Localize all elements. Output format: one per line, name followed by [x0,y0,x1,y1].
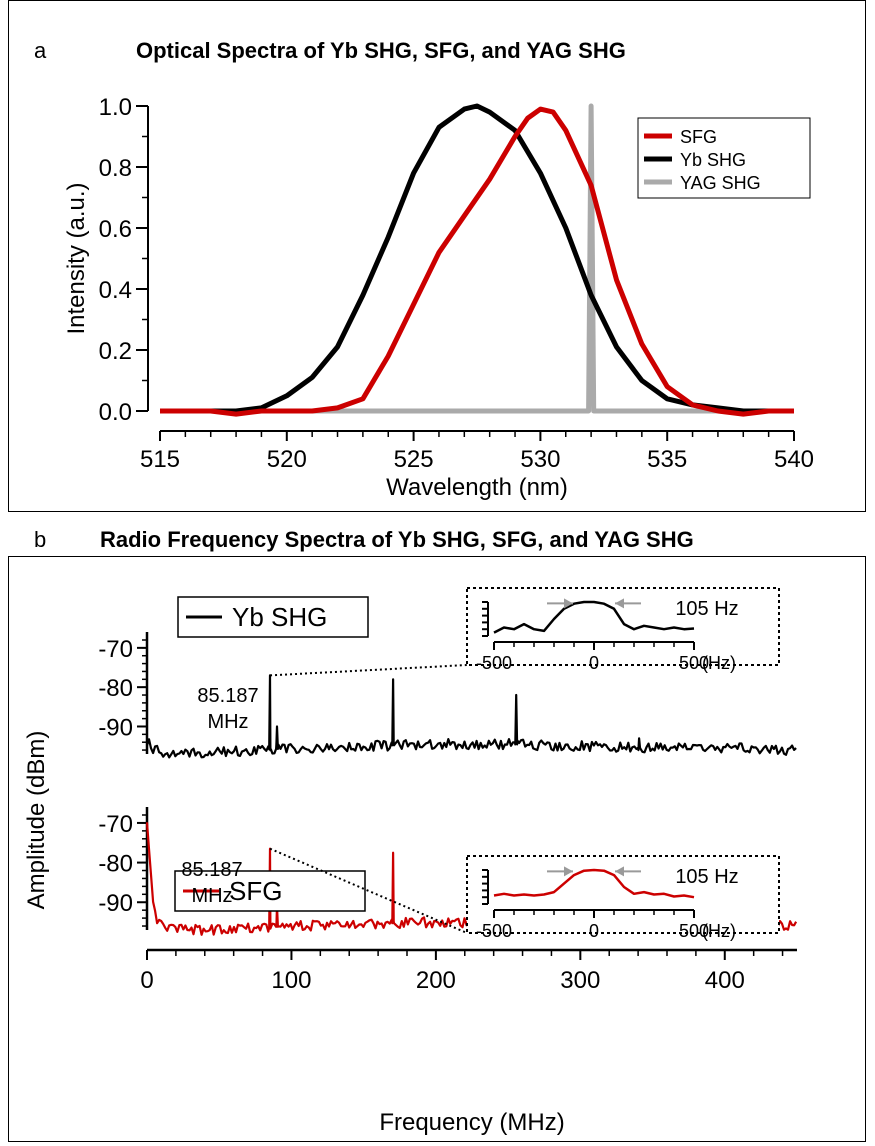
peak-annotation-unit: MHz [191,885,232,907]
x-tick-label: 520 [267,446,307,473]
inset-x-tick-label: 500 [679,921,709,941]
legend-label: SFG [680,127,717,147]
linewidth-label: 105 Hz [675,866,738,888]
inset-x-unit: (Hz) [702,653,736,673]
y-tick-label: 0.8 [99,155,132,182]
panel-b-letter: b [34,527,47,552]
series-line-yb-shg [160,103,794,414]
inset-x-tick-label: -500 [476,653,512,673]
inset-leader-line [269,664,468,677]
x-tick-label: 515 [140,446,180,473]
inset-x-tick-label: 500 [679,653,709,673]
x-tick-label: 530 [520,446,560,473]
optical-spectra-chart: 515 520 525 530 535 540 0.0 0.2 0.4 0.6 0.8 1.0 Wave… [63,94,814,501]
x-tick-label: 100 [271,967,311,994]
panel-a-frame [8,0,866,512]
y-tick-label: 0.0 [99,399,132,426]
inset-x-unit: (Hz) [702,921,736,941]
inset-x-tick-label: -500 [476,921,512,941]
x-axis-label: Frequency (MHz) [379,1109,564,1136]
x-axis-label: Wavelength (nm) [386,474,568,501]
rf-trace-yb-shg [145,674,797,759]
y-axis-label: Intensity (a.u.) [63,182,90,334]
x-tick-label: 200 [416,967,456,994]
panel-a-title: Optical Spectra of Yb SHG, SFG, and YAG … [136,38,626,63]
x-tick-label: 300 [560,967,600,994]
linewidth-arrowhead-left [564,866,573,877]
legend-box [177,596,369,638]
y-tick-label: 1.0 [99,94,132,121]
peak-annotation-unit: MHz [207,711,248,733]
inset-trace [493,600,695,634]
y-tick-label: -90 [98,890,133,917]
inset-leader-line [269,847,468,934]
legend-label: SFG [229,876,282,906]
x-tick-label: 0 [140,967,153,994]
y-tick-label: 0.2 [99,338,132,365]
legend-label: YAG SHG [680,173,761,193]
y-tick-label: -80 [98,851,133,878]
legend-label: Yb SHG [680,150,746,170]
legend-label: Yb SHG [232,602,327,632]
x-tick-label: 535 [647,446,687,473]
y-tick-label: 0.6 [99,216,132,243]
x-tick-label: 540 [774,446,814,473]
linewidth-arrowhead-left [564,598,573,609]
series-line-yag-shg [160,103,794,414]
y-tick-label: -90 [98,714,133,741]
y-tick-label: -70 [98,811,133,838]
x-tick-label: 525 [394,446,434,473]
linewidth-arrowhead-right [615,598,624,609]
y-tick-label: -70 [98,636,133,663]
peak-annotation-value: 85.187 [197,685,258,707]
linewidth-arrowhead-right [615,866,624,877]
panel-b-title: Radio Frequency Spectra of Yb SHG, SFG, … [100,527,694,552]
linewidth-label: 105 Hz [675,598,738,620]
inset-x-tick-label: 0 [589,653,599,673]
panel-a-letter: a [34,38,47,63]
y-tick-label: 0.4 [99,277,132,304]
peak-annotation-value: 85.187 [181,859,242,881]
series-line-sfg [160,106,794,417]
y-axis-label: Amplitude (dBm) [23,731,50,910]
x-tick-label: 400 [705,967,745,994]
inset-trace [493,868,695,899]
inset-x-tick-label: 0 [589,921,599,941]
panel-b-frame [8,556,866,1142]
y-tick-label: -80 [98,675,133,702]
